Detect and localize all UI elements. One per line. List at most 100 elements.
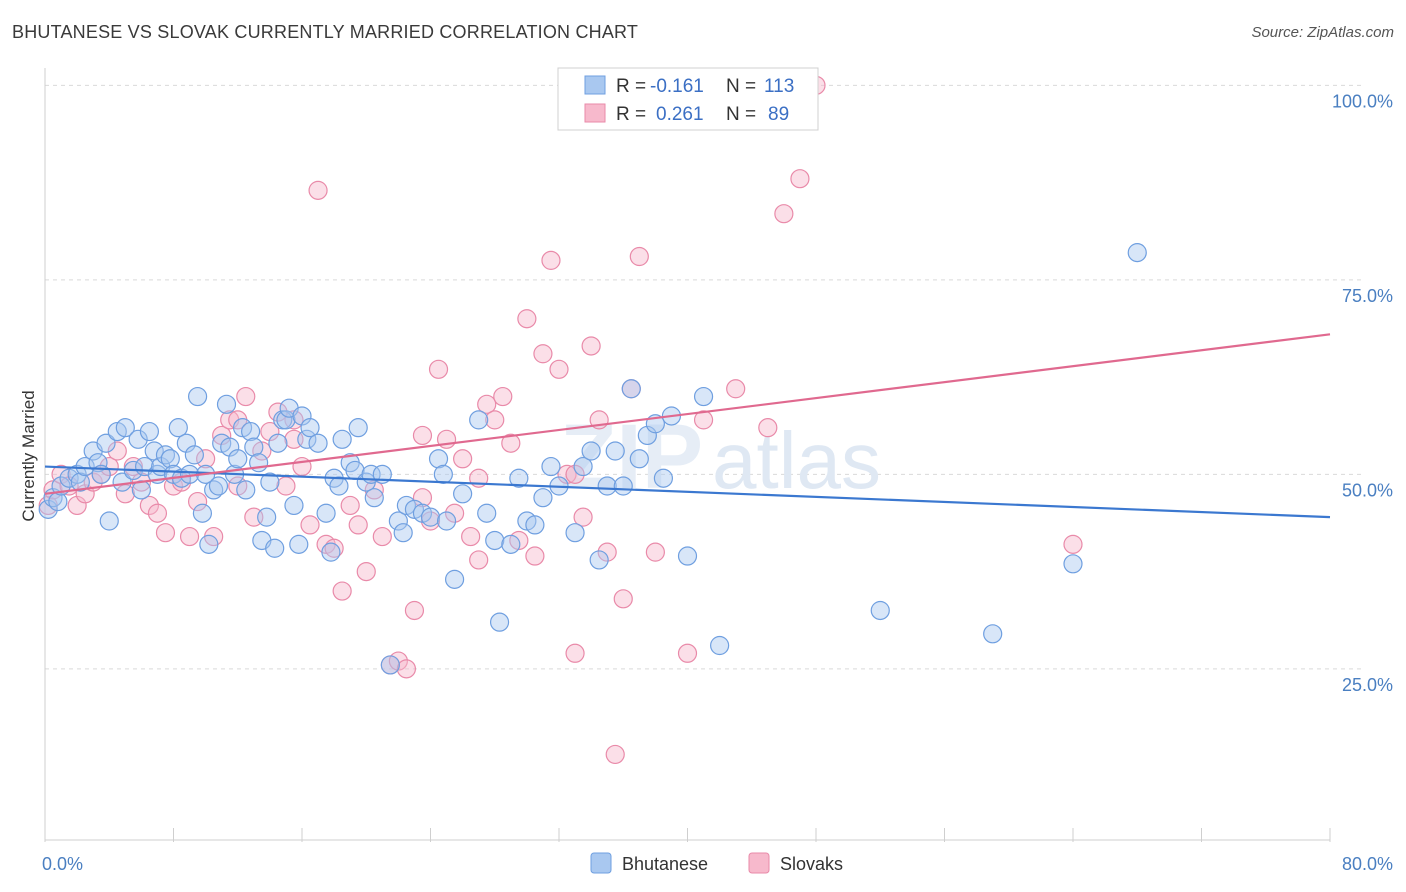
slovaks-point-54	[469, 550, 489, 570]
legend-n-value-2: 89	[768, 104, 789, 125]
bhutanese-point-105	[629, 449, 649, 469]
bhutanese-point-66	[332, 429, 352, 449]
bottom-legend-swatch-bhutanese	[590, 852, 612, 874]
slovaks-point-81	[790, 169, 810, 189]
bhutanese-point-35	[199, 534, 219, 554]
bhutanese-point-104	[621, 379, 641, 399]
y-tick-label-0: 100.0%	[1332, 91, 1393, 111]
bhutanese-point-76	[393, 523, 413, 543]
bhutanese-point-111	[710, 635, 730, 656]
bhutanese-point-91	[509, 468, 529, 488]
bhutanese-point-6	[70, 472, 90, 492]
slovaks-point-60	[517, 309, 537, 329]
slovaks-point-56	[485, 410, 505, 430]
slovaks-point-20	[196, 449, 216, 469]
bhutanese-point-57	[289, 534, 309, 554]
y-tick-label-3: 25.0%	[1342, 675, 1393, 695]
slovaks-point-67	[573, 507, 593, 527]
bhutanese-point-49	[257, 507, 277, 527]
legend-swatch-bhutanese	[584, 75, 606, 95]
slovaks-point-19	[187, 491, 208, 512]
slovaks-point-57	[493, 386, 513, 407]
x-tick-label-min: 0.0%	[42, 854, 83, 874]
slovaks-point-38	[340, 495, 360, 516]
slovaks-point-76	[677, 643, 698, 663]
bhutanese-point-0	[38, 499, 58, 519]
axes	[44, 68, 1331, 842]
bhutanese-point-93	[525, 515, 545, 535]
bhutanese-point-83	[436, 511, 457, 531]
slovaks-point-39	[348, 515, 368, 535]
bhutanese-point-80	[420, 507, 441, 527]
bhutanese-point-7	[75, 456, 95, 477]
slovaks-point-55	[477, 394, 497, 414]
x-tick-label-max: 80.0%	[1342, 854, 1393, 874]
slovaks-trend-line	[44, 333, 1331, 495]
slovaks-point-51	[444, 503, 465, 523]
y-tick-label-1: 75.0%	[1342, 286, 1393, 306]
gridlines	[45, 84, 1365, 670]
bhutanese-point-59	[297, 429, 317, 449]
bhutanese-point-103	[613, 476, 633, 496]
bhutanese-point-100	[589, 550, 609, 570]
slovaks-point-66	[565, 643, 585, 663]
bottom-legend-bhutanese: Bhutanese	[622, 854, 708, 874]
slovaks-point-72	[613, 589, 633, 609]
bhutanese-point-88	[485, 530, 505, 551]
slovaks-point-42	[372, 526, 392, 547]
slovaks-point-53	[461, 526, 481, 547]
legend-r-label-1: R =	[616, 76, 646, 97]
bhutanese-point-89	[489, 612, 510, 632]
bhutanese-point-39	[216, 394, 237, 414]
y-tick-label-2: 50.0%	[1342, 480, 1393, 500]
stats-legend: R = -0.161 N = 113 R = 0.261 N = 89	[557, 67, 819, 131]
legend-r-label-2: R =	[616, 104, 646, 125]
bottom-legend-slovaks: Slovaks	[780, 854, 843, 874]
slovaks-point-15	[155, 523, 176, 543]
slovaks-point-75	[645, 542, 665, 562]
legend-r-value-2: 0.261	[656, 104, 704, 125]
y-tick-labels: 100.0% 75.0% 50.0% 25.0%	[1332, 91, 1393, 695]
bhutanese-point-31	[184, 445, 204, 465]
bhutanese-point-9	[88, 453, 108, 473]
bhutanese-point-62	[316, 503, 336, 523]
bhutanese-points	[38, 243, 1147, 675]
bhutanese-point-69	[348, 418, 368, 438]
legend-n-value-1: 113	[764, 76, 794, 97]
slovaks-point-46	[404, 600, 425, 621]
slovaks-point-41	[364, 480, 384, 500]
slovaks-point-37	[332, 581, 352, 601]
legend-n-label-2: N =	[726, 104, 756, 125]
y-axis-title: Currently Married	[19, 390, 38, 521]
bhutanese-point-12	[99, 511, 119, 531]
source-label: Source: ZipAtlas.com	[1251, 24, 1394, 41]
bhutanese-point-61	[308, 433, 328, 453]
bhutanese-point-112	[870, 600, 890, 621]
slovaks-point-18	[179, 526, 200, 547]
watermark-atlas: atlas	[712, 416, 881, 505]
legend-r-value-1: -0.161	[650, 76, 704, 97]
series-legend: Bhutanese Slovaks	[590, 852, 843, 874]
slovaks-point-77	[693, 410, 714, 430]
bhutanese-point-32	[187, 386, 208, 407]
bhutanese-point-33	[192, 503, 213, 523]
bhutanese-point-52	[268, 433, 288, 453]
bhutanese-point-5	[67, 464, 87, 484]
bhutanese-point-15	[115, 418, 135, 438]
slovaks-point-14	[147, 503, 168, 523]
bhutanese-point-101	[597, 476, 617, 496]
bhutanese-point-42	[228, 449, 248, 469]
slovaks-point-62	[533, 344, 553, 364]
bhutanese-point-82	[433, 464, 453, 484]
bhutanese-point-114	[1063, 554, 1083, 574]
bhutanese-point-109	[677, 546, 698, 566]
bhutanese-point-86	[469, 410, 489, 430]
bhutanese-point-11	[96, 433, 116, 453]
bhutanese-trend-line	[44, 465, 1331, 519]
slovaks-point-71	[605, 744, 625, 765]
bhutanese-point-46	[244, 437, 264, 457]
x-tick-labels: 0.0% 80.0%	[42, 854, 1393, 874]
bhutanese-point-25	[160, 449, 180, 469]
bhutanese-point-85	[453, 484, 473, 504]
legend-swatch-slovaks	[584, 103, 606, 123]
